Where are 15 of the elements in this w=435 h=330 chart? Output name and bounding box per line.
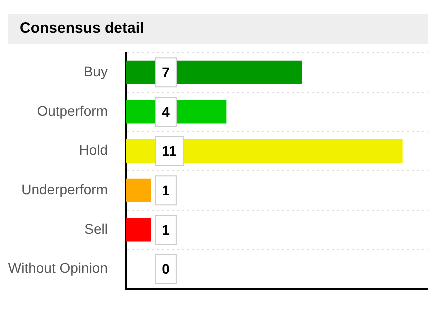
bar <box>126 218 152 242</box>
data-label: 7 <box>162 64 170 81</box>
chart-title: Consensus detail <box>8 14 428 44</box>
y-tick-label: Buy <box>84 64 108 80</box>
y-tick-label: Sell <box>84 220 108 237</box>
data-label: 1 <box>162 182 170 199</box>
y-tick-label: Hold <box>79 142 108 158</box>
data-label: 0 <box>162 261 170 278</box>
y-tick-label: Outperform <box>37 102 108 119</box>
bar <box>126 178 152 202</box>
data-label: 11 <box>162 143 178 160</box>
y-tick-label: Underperform <box>22 182 108 198</box>
data-label: 4 <box>162 104 170 120</box>
data-label: 1 <box>162 222 170 238</box>
y-tick-label: Without Opinion <box>8 260 108 276</box>
